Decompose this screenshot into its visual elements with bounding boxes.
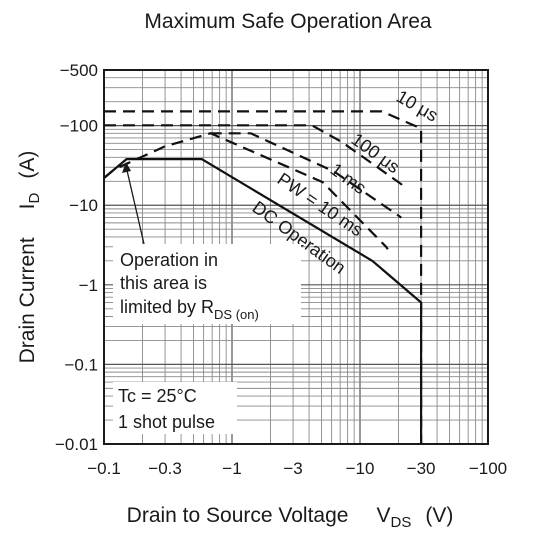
y-axis-title: Drain Current ID (A) (16, 151, 43, 364)
x-axis-unit: (V) (425, 504, 453, 527)
y-axis-title-text: Drain Current (16, 237, 39, 363)
y-tick-label: −1 (79, 276, 98, 295)
x-tick-label: −1 (222, 459, 241, 478)
x-tick-label: −100 (469, 459, 507, 478)
rds-note-line-1: Operation in (120, 250, 218, 270)
conditions-box (113, 382, 237, 434)
series-line-3 (209, 132, 402, 219)
condition-pulse: 1 shot pulse (118, 412, 215, 432)
x-axis-symbol-sub: DS (390, 514, 411, 531)
rds-arrow-line (125, 165, 145, 245)
rds-note-box (113, 244, 301, 324)
label-100us: 100 μs (348, 129, 404, 177)
x-tick-label: −30 (407, 459, 436, 478)
x-tick-label: −10 (346, 459, 375, 478)
y-tick-label: −100 (60, 117, 98, 136)
series-line-5 (104, 110, 423, 444)
rds-note-line-2: this area is (120, 273, 207, 293)
y-tick-labels: −500 −100 −10 −1 −0.1 −0.01 (55, 61, 98, 454)
x-axis-title: Drain to Source Voltage VDS (V) (127, 504, 454, 531)
rds-note-line-3: limited by RDS (on) (120, 297, 259, 322)
series-line-2 (103, 132, 389, 250)
x-tick-label: −0.1 (87, 459, 121, 478)
chart-title: Maximum Safe Operation Area (144, 10, 431, 33)
series-group (103, 110, 423, 444)
y-axis-symbol: I (16, 203, 39, 209)
x-axis-symbol: V (376, 504, 390, 527)
y-tick-label: −10 (69, 196, 98, 215)
x-tick-label: −0.3 (148, 459, 182, 478)
y-tick-label: −500 (60, 61, 98, 80)
x-axis-title-text: Drain to Source Voltage (127, 504, 349, 527)
y-axis-symbol-sub: D (26, 192, 43, 203)
rds-note-text: limited by R (120, 297, 214, 317)
x-tick-labels: −0.1 −0.3 −1 −3 −10 −30 −100 (87, 459, 507, 478)
label-10us: 10 μs (393, 86, 441, 126)
condition-temp: Tc = 25°C (118, 386, 197, 406)
x-tick-label: −3 (283, 459, 302, 478)
plot-frame (103, 69, 489, 445)
rds-arrow-head (122, 162, 131, 173)
y-tick-label: −0.1 (64, 355, 98, 374)
rds-note-sub: DS (on) (214, 307, 259, 322)
y-tick-label: −0.01 (55, 435, 98, 454)
y-axis-unit: (A) (16, 151, 39, 179)
series-line-4 (104, 124, 405, 189)
